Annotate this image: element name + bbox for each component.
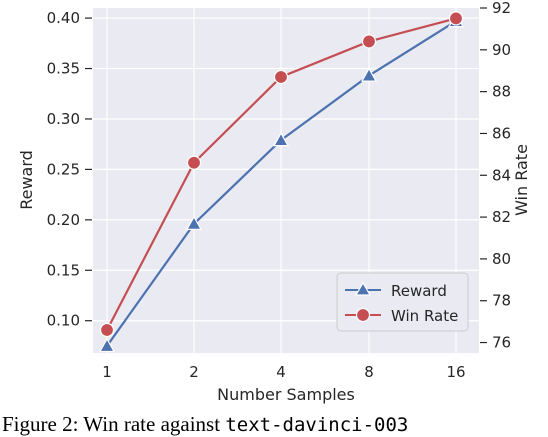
y-tick-label-right: 86 [492,124,511,142]
legend-marker-reward [354,281,372,296]
figure-caption: Figure 2: Win rate against text-davinci-… [2,412,408,437]
y-tick-label-right: 92 [492,0,511,17]
caption-code: text-davinci-003 [225,414,409,436]
tick-labels: 1 2 4 8 16 0.10 0.15 0.20 0.25 0.30 0.35 0.40 76 78 80… [47,0,512,381]
y-tick-label-left: 0.15 [47,261,80,279]
data-point-reward [360,67,378,82]
y-axis-label-right: Win Rate [512,144,531,216]
data-point-reward [98,337,116,353]
y-axis-label-left: Reward [17,150,36,210]
data-point-win-rate [186,155,202,170]
legend: Reward Win Rate [336,272,469,332]
caption-text: Figure 2: Win rate against [2,412,226,436]
data-point-reward [185,215,203,230]
y-tick-label-left: 0.25 [47,160,80,178]
y-tick-label-right: 76 [492,334,511,352]
data-point-win-rate [448,11,464,26]
legend-label-reward: Reward [391,282,447,300]
data-point-win-rate [99,322,115,338]
grid [93,8,479,353]
y-tick-label-left: 0.10 [47,312,80,330]
x-tick-label: 1 [102,363,112,381]
x-tick-label: 16 [446,363,465,381]
y-tick-label-right: 80 [492,250,511,268]
legend-label-winrate: Win Rate [391,307,458,325]
x-axis-label: Number Samples [217,385,355,404]
y-tick-label-left: 0.35 [47,60,80,78]
chart: 1 2 4 8 16 0.10 0.15 0.20 0.25 0.30 0.35 0.40 76 78 80… [17,0,531,404]
y-tick-label-right: 84 [492,166,511,184]
x-tick-label: 2 [189,363,199,381]
y-tick-label-left: 0.20 [47,211,80,229]
data-point-win-rate [361,34,377,49]
y-tick-label-left: 0.40 [47,9,80,27]
series-markers [98,11,465,353]
y-tick-label-right: 82 [492,208,511,226]
x-tick-label: 4 [276,363,286,381]
y-tick-label-right: 90 [492,41,511,59]
legend-marker-winrate [355,307,371,323]
data-point-reward [272,131,290,147]
x-tick-label: 8 [364,363,374,381]
data-point-win-rate [273,69,289,85]
y-tick-label-left: 0.30 [47,110,80,128]
y-tick-label-right: 78 [492,292,511,310]
y-tick-label-right: 88 [492,83,511,101]
